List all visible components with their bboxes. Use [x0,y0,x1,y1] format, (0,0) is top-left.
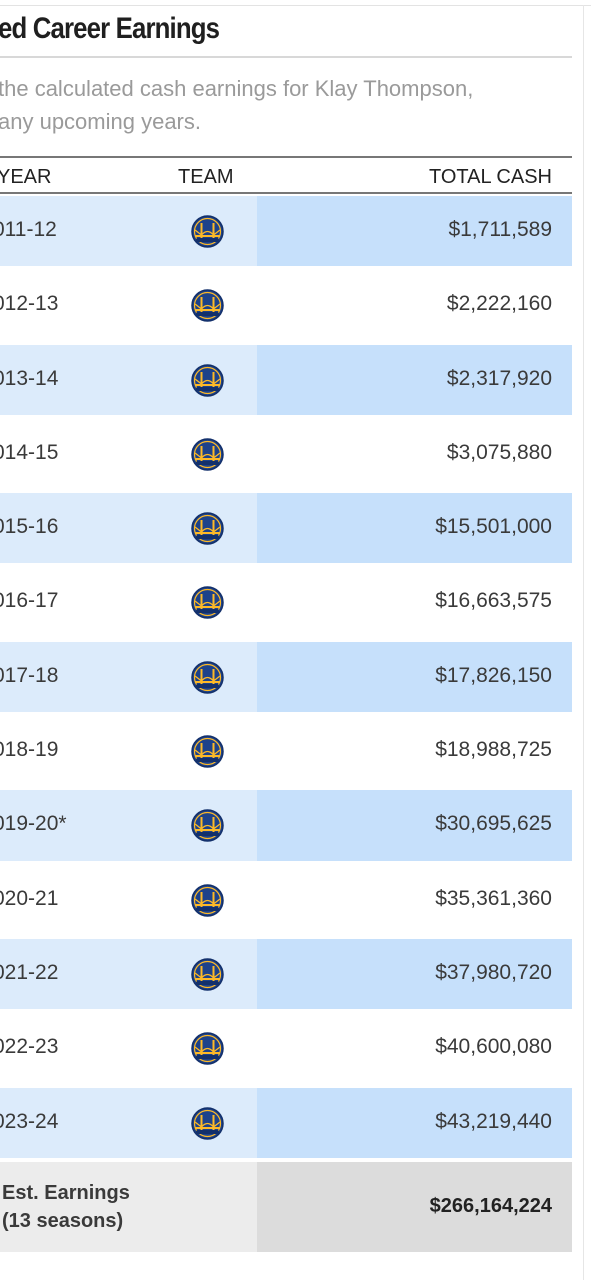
section-title: ed Career Earnings [0,12,220,45]
warriors-logo-icon [191,883,224,917]
table-row: 013-14 $2,317,920 [0,343,572,417]
year-cell: 020-21 [0,886,59,910]
title-divider [0,56,572,58]
row-bg-right [257,790,572,861]
warriors-logo-icon [191,1106,224,1140]
warriors-logo-icon [191,661,224,694]
table-row: 023-24 $43,219,440 [0,1086,572,1160]
warriors-logo-icon [191,1032,224,1066]
right-border [583,5,584,1280]
row-bg-right [257,641,572,713]
table-row: 019-20* $30,695,625 [0,788,572,862]
total-cash-cell: $17,826,150 [435,663,552,687]
total-cash-cell: $2,222,160 [446,292,552,316]
table-body: 011-12 $1,711,589 012-13 $2,222,160 013-14 $2… [0,194,572,1160]
table-row: 014-15 $3,075,880 [0,417,572,491]
table-row: 021-22 $37,980,720 [0,937,572,1011]
warriors-logo-icon [191,958,224,991]
warriors-logo-icon [191,363,224,397]
table-header: YEAR TEAM TOTAL CASH [0,156,572,194]
year-cell: 018-19 [0,738,59,762]
total-row: Est. Earnings (13 seasons) $266,164,224 [0,1160,572,1252]
total-amount: $266,164,224 [429,1194,552,1217]
table-row: 022-23 $40,600,080 [0,1011,572,1085]
total-cash-cell: $3,075,880 [446,440,552,464]
row-bg-right [257,344,572,415]
column-header-year[interactable]: YEAR [0,166,52,188]
year-cell: 014-15 [0,440,59,464]
total-cash-cell: $37,980,720 [435,960,552,984]
table-row: 012-13 $2,222,160 [0,268,572,342]
table-row: 020-21 $35,361,360 [0,863,572,937]
table-row: 016-17 $16,663,575 [0,565,572,639]
table-row: 015-16 $15,501,000 [0,491,572,565]
total-cash-cell: $18,988,725 [435,738,552,762]
total-label: Est. Earnings [2,1181,130,1204]
warriors-logo-icon [191,512,224,545]
warriors-logo-icon [191,438,224,471]
total-cash-cell: $30,695,625 [435,812,552,836]
year-cell: 017-18 [0,663,59,687]
top-border [0,5,591,6]
year-cell: 019-20* [0,812,67,836]
year-cell: 011-12 [0,218,57,241]
row-bg-right [257,938,572,1010]
total-cash-cell: $2,317,920 [446,366,552,390]
total-row-bg-left [0,1161,257,1252]
warriors-logo-icon [191,735,224,768]
total-cash-cell: $35,361,360 [435,886,552,910]
table-row: 018-19 $18,988,725 [0,714,572,788]
year-cell: 022-23 [0,1035,59,1059]
column-header-total-cash[interactable]: TOTAL CASH [429,166,552,188]
section-description: the calculated cash earnings for Klay Th… [0,72,558,138]
row-bg-right [257,196,572,267]
row-bg-right [257,1087,572,1158]
description-line-2: any upcoming years. [0,109,201,134]
total-cash-cell: $16,663,575 [435,589,552,613]
total-row-bg-right [257,1161,572,1252]
year-cell: 015-16 [0,515,59,539]
warriors-logo-icon [191,586,224,620]
total-cash-cell: $15,501,000 [435,515,552,539]
total-seasons-label: (13 seasons) [2,1209,124,1232]
column-header-team[interactable]: TEAM [178,166,234,188]
year-cell: 013-14 [0,366,59,390]
row-bg-right [257,493,572,564]
total-cash-cell: $40,600,080 [435,1035,552,1059]
warriors-logo-icon [191,215,224,248]
warriors-logo-icon [191,289,224,323]
total-cash-cell: $43,219,440 [435,1109,552,1133]
table-row: 017-18 $17,826,150 [0,640,572,714]
year-cell: 016-17 [0,589,59,613]
year-cell: 012-13 [0,292,59,316]
year-cell: 023-24 [0,1109,59,1133]
warriors-logo-icon [191,809,224,843]
description-line-1: the calculated cash earnings for Klay Th… [0,76,474,101]
earnings-table: YEAR TEAM TOTAL CASH 011-12 $1,711,589 012… [0,156,572,1252]
year-cell: 021-22 [0,960,59,984]
table-row: 011-12 $1,711,589 [0,194,572,268]
total-cash-cell: $1,711,589 [448,218,552,241]
